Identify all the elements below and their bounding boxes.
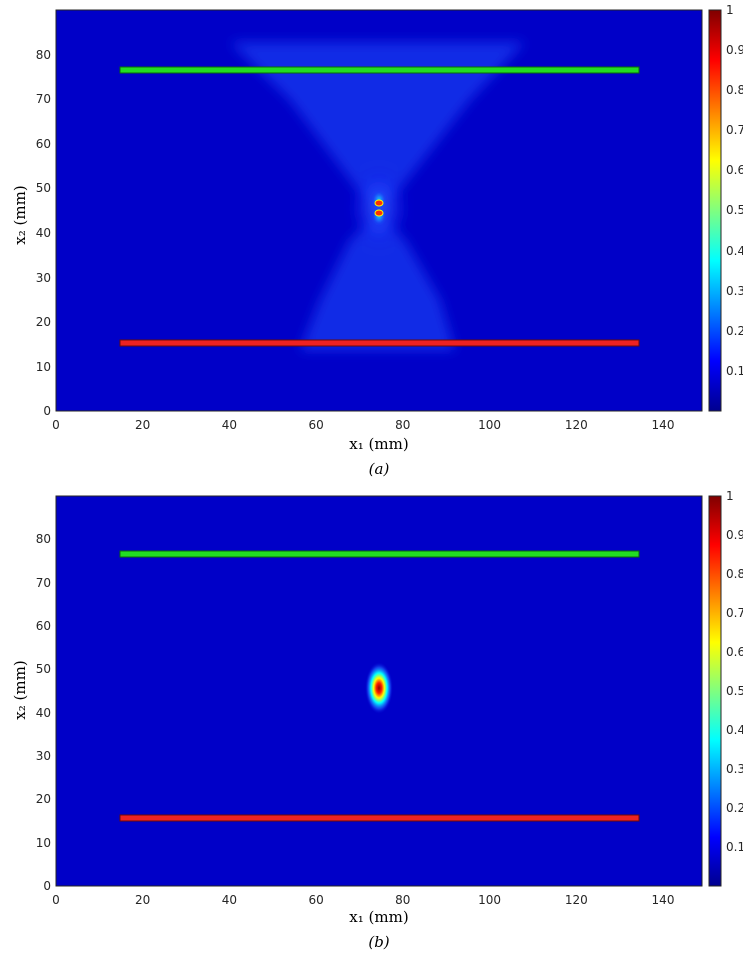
y-tick: 30 [36, 271, 51, 285]
peak-marker-a-top [374, 199, 384, 207]
colorbar-tick: 0.7 [726, 123, 743, 137]
x-tick: 60 [308, 418, 323, 432]
colorbar-tick: 0.9 [726, 528, 743, 542]
caption-a: (a) [369, 460, 390, 478]
x-ticks-a: 0 20 40 60 80 100 120 140 [52, 418, 674, 432]
y-tick: 50 [36, 181, 51, 195]
colorbar-a [708, 9, 722, 412]
y-tick: 10 [36, 360, 51, 374]
green-array-a [119, 66, 640, 74]
colorbar-tick: 1 [726, 3, 734, 17]
y-tick: 20 [36, 792, 51, 806]
x-tick: 20 [135, 893, 150, 907]
colorbar-tick: 0.1 [726, 364, 743, 378]
plot-frame-a [55, 9, 703, 412]
x-tick: 120 [565, 893, 588, 907]
colorbar-tick: 0.7 [726, 606, 743, 620]
colorbar-tick: 0.1 [726, 840, 743, 854]
colorbar-tick: 0.8 [726, 83, 743, 97]
y-ticks-a: 0 10 20 30 40 50 60 70 80 [36, 48, 51, 418]
green-array-b [119, 550, 640, 558]
colorbar-tick: 1 [726, 489, 734, 503]
y-tick: 80 [36, 48, 51, 62]
x-tick: 0 [52, 893, 60, 907]
colorbar-ticks-b: 0.1 0.2 0.3 0.4 0.5 0.6 0.7 0.8 0.9 1 [726, 489, 743, 854]
x-tick: 140 [652, 418, 675, 432]
panel-b: 0 20 40 60 80 100 120 140 0 10 20 30 40 … [11, 489, 743, 951]
y-tick: 70 [36, 576, 51, 590]
colorbar-tick: 0.2 [726, 801, 743, 815]
peak-marker-a-bottom [374, 209, 384, 217]
x-tick: 140 [652, 893, 675, 907]
colorbar-tick: 0.3 [726, 284, 743, 298]
y-tick: 0 [43, 879, 51, 893]
plot-frame-b [55, 495, 703, 887]
y-tick: 60 [36, 137, 51, 151]
x-ticks-b: 0 20 40 60 80 100 120 140 [52, 893, 674, 907]
caption-b: (b) [368, 933, 389, 951]
x-tick: 40 [222, 893, 237, 907]
y-axis-label-a: x₂ (mm) [11, 185, 29, 244]
colorbar-tick: 0.4 [726, 244, 743, 258]
red-array-a [119, 339, 640, 347]
y-tick: 40 [36, 226, 51, 240]
x-tick: 100 [478, 893, 501, 907]
focal-spot-b [365, 662, 393, 714]
x-tick: 0 [52, 418, 60, 432]
y-ticks-b: 0 10 20 30 40 50 60 70 80 [36, 532, 51, 893]
x-axis-label-b: x₁ (mm) [349, 908, 408, 926]
y-tick: 60 [36, 619, 51, 633]
y-tick: 0 [43, 404, 51, 418]
x-tick: 20 [135, 418, 150, 432]
x-tick: 40 [222, 418, 237, 432]
x-axis-label-a: x₁ (mm) [349, 435, 408, 453]
x-tick: 80 [395, 893, 410, 907]
panel-a: 0 20 40 60 80 100 120 140 0 10 20 30 40 … [11, 3, 743, 478]
y-tick: 70 [36, 92, 51, 106]
colorbar-tick: 0.6 [726, 645, 743, 659]
x-tick: 100 [478, 418, 501, 432]
y-tick: 40 [36, 706, 51, 720]
colorbar-tick: 0.2 [726, 324, 743, 338]
colorbar-tick: 0.9 [726, 43, 743, 57]
colorbar-ticks-a: 0.1 0.2 0.3 0.4 0.5 0.6 0.7 0.8 0.9 1 [726, 3, 743, 378]
colorbar-tick: 0.8 [726, 567, 743, 581]
x-tick: 60 [308, 893, 323, 907]
y-tick: 80 [36, 532, 51, 546]
y-axis-label-b: x₂ (mm) [11, 660, 29, 719]
y-tick: 30 [36, 749, 51, 763]
y-tick: 10 [36, 836, 51, 850]
y-tick: 20 [36, 315, 51, 329]
colorbar-tick: 0.5 [726, 203, 743, 217]
colorbar-tick: 0.4 [726, 723, 743, 737]
colorbar-tick: 0.6 [726, 163, 743, 177]
colorbar-tick: 0.5 [726, 684, 743, 698]
colorbar-b [708, 495, 722, 887]
x-tick: 120 [565, 418, 588, 432]
x-tick: 80 [395, 418, 410, 432]
colorbar-tick: 0.3 [726, 762, 743, 776]
y-tick: 50 [36, 662, 51, 676]
red-array-b [119, 814, 640, 822]
